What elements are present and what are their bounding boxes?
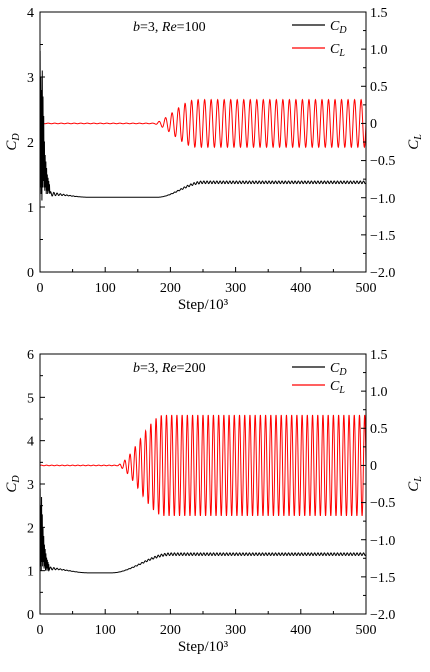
y-left-tick-label: 0 bbox=[27, 608, 34, 623]
y-left-tick-label: 2 bbox=[27, 136, 34, 151]
y-right-tick-label: −1.5 bbox=[370, 571, 395, 586]
axis-ticks bbox=[39, 353, 367, 615]
y-left-tick-label: 3 bbox=[27, 71, 34, 86]
y-right-tick-label: 1.0 bbox=[370, 385, 388, 400]
y-left-axis-label: CD bbox=[4, 475, 22, 493]
y-right-tick-label: −1.0 bbox=[370, 534, 395, 549]
x-tick-label: 500 bbox=[356, 623, 377, 638]
y-left-tick-label: 4 bbox=[27, 435, 34, 450]
y-left-tick-label: 2 bbox=[27, 521, 34, 536]
x-tick-label: 300 bbox=[225, 281, 246, 296]
x-tick-label: 0 bbox=[37, 623, 44, 638]
x-tick-label: 100 bbox=[95, 623, 116, 638]
x-axis-label: Step/10³ bbox=[178, 639, 229, 655]
y-right-tick-label: 1.0 bbox=[370, 43, 388, 58]
x-tick-label: 100 bbox=[95, 281, 116, 296]
legend-label-cd: CD bbox=[330, 19, 347, 36]
y-right-tick-label: −0.5 bbox=[370, 496, 395, 511]
x-tick-label: 200 bbox=[160, 281, 181, 296]
y-left-tick-label: 3 bbox=[27, 478, 34, 493]
chart-panel-top: 0 100 200 300 400 500 0 1 2 3 4 −2.0 −1.… bbox=[4, 6, 424, 313]
y-right-tick-label: −1.0 bbox=[370, 192, 395, 207]
y-right-tick-label: −2.0 bbox=[370, 608, 395, 623]
legend-label-cl: CL bbox=[330, 42, 345, 59]
axis-ticks bbox=[39, 11, 367, 273]
cd-series-line bbox=[39, 488, 367, 574]
cl-series-line bbox=[39, 414, 367, 517]
cl-line bbox=[39, 414, 367, 517]
legend: CD CL bbox=[292, 19, 347, 59]
case-annotation: b=3, Re=200 bbox=[133, 361, 206, 376]
y-right-axis-label: CL bbox=[406, 476, 424, 492]
x-tick-label: 400 bbox=[290, 623, 311, 638]
y-right-tick-label: 0.5 bbox=[370, 422, 388, 437]
y-left-tick-label: 4 bbox=[27, 6, 34, 21]
y-right-tick-label: −0.5 bbox=[370, 154, 395, 169]
legend-label-cl: CL bbox=[330, 379, 345, 396]
y-right-tick-label: 0 bbox=[370, 459, 377, 474]
y-right-tick-label: −2.0 bbox=[370, 266, 395, 281]
x-tick-label: 500 bbox=[356, 281, 377, 296]
plot-frame bbox=[39, 353, 367, 615]
y-right-tick-label: −1.5 bbox=[370, 229, 395, 244]
y-right-tick-label: 1.5 bbox=[370, 348, 388, 363]
case-annotation: b=3, Re=100 bbox=[133, 20, 206, 35]
y-right-axis-label: CL bbox=[406, 134, 424, 150]
y-left-tick-label: 0 bbox=[27, 266, 34, 281]
cl-line bbox=[39, 98, 367, 149]
y-left-tick-label: 5 bbox=[27, 391, 34, 406]
x-axis-label: Step/10³ bbox=[178, 297, 229, 313]
y-left-tick-label: 6 bbox=[27, 348, 34, 363]
y-right-tick-label: 0 bbox=[370, 117, 377, 132]
chart-panel-bottom: 0 100 200 300 400 500 0 1 2 3 4 5 6 −2.0… bbox=[4, 348, 424, 655]
y-right-tick-label: 1.5 bbox=[370, 6, 388, 21]
y-left-tick-label: 1 bbox=[27, 565, 34, 580]
cd-series-line bbox=[39, 50, 367, 201]
x-tick-label: 300 bbox=[225, 623, 246, 638]
legend: CD CL bbox=[292, 361, 347, 396]
cl-series-line bbox=[39, 98, 367, 149]
plot-frame bbox=[39, 11, 367, 273]
y-left-axis-label: CD bbox=[4, 133, 22, 151]
cd-line bbox=[39, 488, 367, 574]
x-tick-label: 0 bbox=[37, 281, 44, 296]
x-tick-label: 200 bbox=[160, 623, 181, 638]
y-left-tick-label: 1 bbox=[27, 201, 34, 216]
x-tick-label: 400 bbox=[290, 281, 311, 296]
y-right-tick-label: 0.5 bbox=[370, 80, 388, 95]
cd-line bbox=[39, 50, 367, 201]
legend-label-cd: CD bbox=[330, 361, 347, 378]
